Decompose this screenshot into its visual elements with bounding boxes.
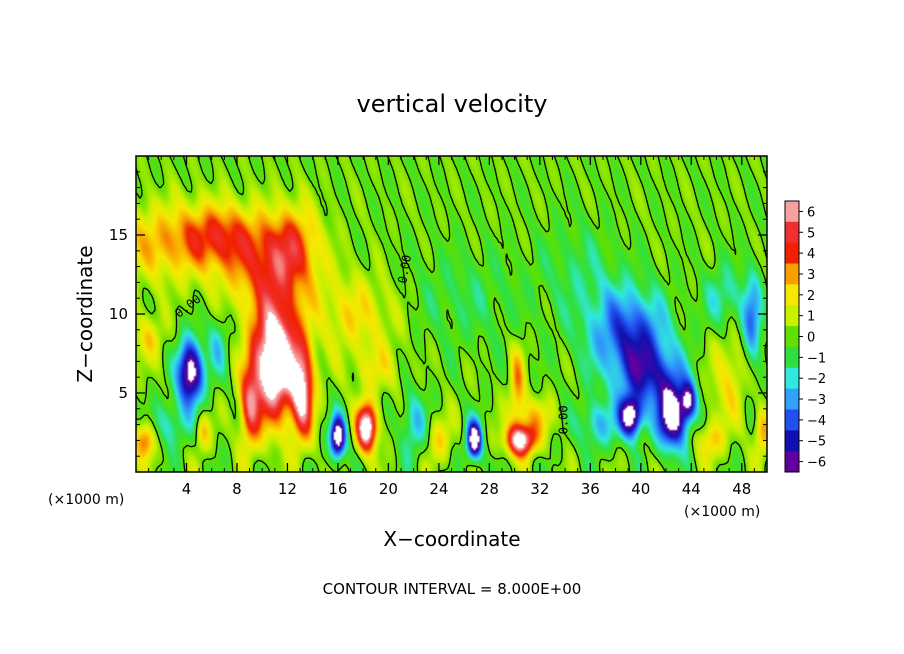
colorbar-swatch xyxy=(785,284,799,306)
x-tick-label: 12 xyxy=(278,480,297,498)
colorbar-label: 2 xyxy=(807,289,815,304)
colorbar-swatch xyxy=(785,409,799,431)
x-tick-label: 4 xyxy=(182,480,192,498)
colorbar-label: 1 xyxy=(807,310,815,325)
colorbar-label: 6 xyxy=(807,205,815,220)
y-axis-title: Z−coordinate xyxy=(73,245,97,382)
colorbar-label: −6 xyxy=(807,456,826,471)
colorbar: 6 5 4 3 2 1 0 −1 −2 −3 −4 −5 −6 xyxy=(784,200,826,473)
x-tick-label: 40 xyxy=(631,480,650,498)
zero-contour-lines xyxy=(136,156,767,472)
colorbar-label: 5 xyxy=(807,226,815,241)
zero-contour-path xyxy=(136,156,767,472)
y-tick-label: 10 xyxy=(109,305,128,323)
colorbar-swatch xyxy=(785,367,799,390)
colorbar-label: 4 xyxy=(807,247,815,262)
colorbar-swatch xyxy=(785,388,799,410)
x-tick-label: 16 xyxy=(328,480,347,498)
y-tick-label: 5 xyxy=(118,384,128,402)
x-tick-label: 28 xyxy=(480,480,499,498)
colorbar-label: 3 xyxy=(807,268,815,283)
colorbar-swatch xyxy=(785,346,799,369)
x-axis-ticks: 4 8 12 16 20 24 28 32 36 40 44 48 xyxy=(148,156,755,498)
colorbar-swatch xyxy=(785,305,799,327)
x-unit-label-right: (×1000 m) xyxy=(684,504,760,520)
y-axis-ticks: 5 10 15 xyxy=(109,171,767,457)
colorbar-label: −5 xyxy=(807,435,826,450)
x-tick-label: 44 xyxy=(682,480,701,498)
colorbar-label: 0 xyxy=(807,331,815,346)
x-tick-label: 32 xyxy=(530,480,549,498)
x-tick-label: 48 xyxy=(732,480,751,498)
colorbar-swatch xyxy=(785,221,799,244)
chart-title: vertical velocity xyxy=(357,90,548,118)
x-tick-label: 24 xyxy=(429,480,448,498)
contour-interval-footer: CONTOUR INTERVAL = 8.000E+00 xyxy=(323,580,582,598)
colorbar-swatch xyxy=(785,201,799,223)
x-tick-label: 36 xyxy=(581,480,600,498)
contour-label-2: 0.00 xyxy=(557,405,571,434)
colorbar-swatch xyxy=(785,451,799,473)
velocity-field-heatmap xyxy=(136,156,767,472)
x-tick-label: 8 xyxy=(232,480,242,498)
colorbar-swatch xyxy=(785,242,799,264)
x-axis-title: X−coordinate xyxy=(383,527,520,551)
y-tick-label: 15 xyxy=(109,226,128,244)
contour-label-1: 0.00 xyxy=(395,254,414,285)
colorbar-label: −4 xyxy=(807,414,826,429)
colorbar-label: −3 xyxy=(807,393,826,408)
colorbar-label: −1 xyxy=(807,351,826,366)
colorbar-swatch xyxy=(785,430,799,452)
colorbar-label: −2 xyxy=(807,372,826,387)
colorbar-swatch xyxy=(785,263,799,285)
x-tick-label: 20 xyxy=(379,480,398,498)
colorbar-swatch xyxy=(785,326,799,348)
x-unit-label-left: (×1000 m) xyxy=(48,492,124,508)
